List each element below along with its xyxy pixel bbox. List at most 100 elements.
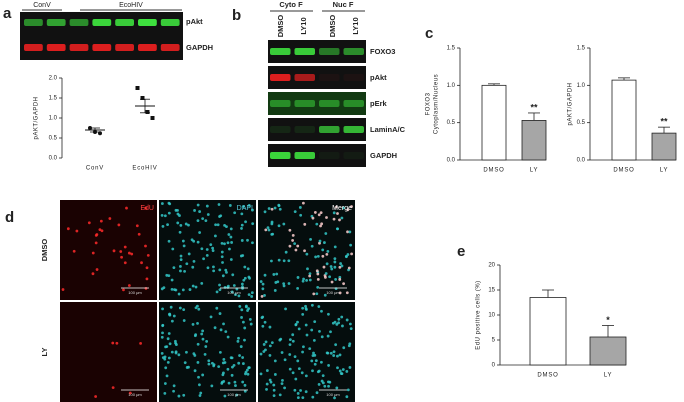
nucleus xyxy=(301,279,305,283)
nucleus xyxy=(324,272,328,275)
nucleus xyxy=(201,217,205,221)
nucleus xyxy=(294,322,298,326)
significance: ** xyxy=(660,117,668,127)
band-label: FOXO3 xyxy=(370,47,395,56)
nucleus xyxy=(260,294,264,298)
nucleus xyxy=(168,342,172,346)
y-tick-label: 10 xyxy=(488,313,495,319)
nucleus xyxy=(317,383,321,386)
nucleus xyxy=(201,337,205,341)
band xyxy=(270,126,291,133)
nucleus xyxy=(316,272,320,276)
nucleus xyxy=(230,241,234,244)
nucleus xyxy=(191,322,195,326)
nucleus xyxy=(276,280,280,284)
nucleus xyxy=(243,326,247,330)
nucleus xyxy=(226,335,230,339)
nucleus xyxy=(222,358,226,361)
nucleus xyxy=(288,353,292,356)
nucleus xyxy=(316,370,320,374)
nucleus xyxy=(160,202,164,205)
nucleus xyxy=(234,384,237,387)
nucleus xyxy=(228,204,232,207)
nucleus xyxy=(196,203,200,207)
nucleus xyxy=(238,354,241,357)
band xyxy=(319,126,340,133)
band xyxy=(294,74,315,81)
nucleus xyxy=(223,223,226,227)
nucleus xyxy=(111,341,115,345)
nucleus xyxy=(305,333,309,337)
bar xyxy=(611,79,637,161)
nucleus xyxy=(263,273,267,277)
band xyxy=(343,48,364,55)
nucleus xyxy=(263,320,267,324)
nucleus xyxy=(303,222,307,226)
nucleus xyxy=(326,334,330,338)
nucleus xyxy=(94,395,98,398)
nucleus xyxy=(120,255,123,259)
nucleus xyxy=(218,288,222,292)
nucleus xyxy=(329,265,333,268)
nucleus xyxy=(213,326,217,330)
nucleus xyxy=(182,308,186,312)
nucleus xyxy=(177,353,181,357)
nucleus xyxy=(187,365,190,369)
nucleus xyxy=(87,221,91,225)
nucleus xyxy=(264,340,268,344)
nucleus xyxy=(349,243,353,247)
nucleus xyxy=(316,278,320,281)
nucleus xyxy=(282,222,286,226)
nucleus xyxy=(231,273,235,277)
y-tick-label: 5 xyxy=(492,338,496,344)
nucleus xyxy=(146,253,150,257)
nucleus xyxy=(350,252,354,256)
nucleus xyxy=(338,369,342,373)
nucleus xyxy=(91,272,95,276)
nucleus xyxy=(167,332,171,335)
panel-label: a xyxy=(3,5,12,22)
nucleus xyxy=(243,276,247,280)
nucleus xyxy=(288,367,292,371)
nucleus xyxy=(337,317,341,321)
nucleus xyxy=(160,351,164,355)
nucleus xyxy=(210,384,214,388)
nucleus xyxy=(220,250,224,254)
nucleus xyxy=(346,253,350,256)
nucleus xyxy=(220,241,224,245)
scale-bar-label: 100 μm xyxy=(227,392,241,397)
y-tick-label: 20 xyxy=(488,263,495,269)
band-label: GAPDH xyxy=(370,151,397,160)
significance: ** xyxy=(530,102,538,112)
band xyxy=(160,44,180,51)
nucleus xyxy=(228,247,231,251)
band xyxy=(343,152,364,159)
channel-label: DAPI xyxy=(237,205,253,212)
band xyxy=(115,44,134,51)
band xyxy=(270,48,291,55)
nucleus xyxy=(260,316,264,320)
nucleus xyxy=(293,242,297,246)
nucleus xyxy=(338,278,342,281)
band xyxy=(319,74,340,81)
nucleus xyxy=(251,222,255,226)
nucleus xyxy=(272,394,276,398)
lane-label: LY10 xyxy=(299,17,308,34)
channel-label: Merge xyxy=(332,205,352,212)
nucleus xyxy=(247,366,251,370)
nucleus xyxy=(347,266,351,270)
nucleus xyxy=(338,275,342,279)
nucleus xyxy=(214,234,217,238)
nucleus xyxy=(221,274,225,278)
nucleus xyxy=(242,278,246,282)
nucleus xyxy=(244,305,248,309)
nucleus xyxy=(241,320,245,324)
group-label: Nuc F xyxy=(333,0,354,9)
nucleus xyxy=(214,223,218,227)
point xyxy=(150,116,155,120)
nucleus xyxy=(240,308,244,312)
x-tick-label: LY xyxy=(530,168,539,174)
nucleus xyxy=(244,372,247,376)
nucleus xyxy=(278,393,282,397)
nucleus xyxy=(172,384,176,388)
